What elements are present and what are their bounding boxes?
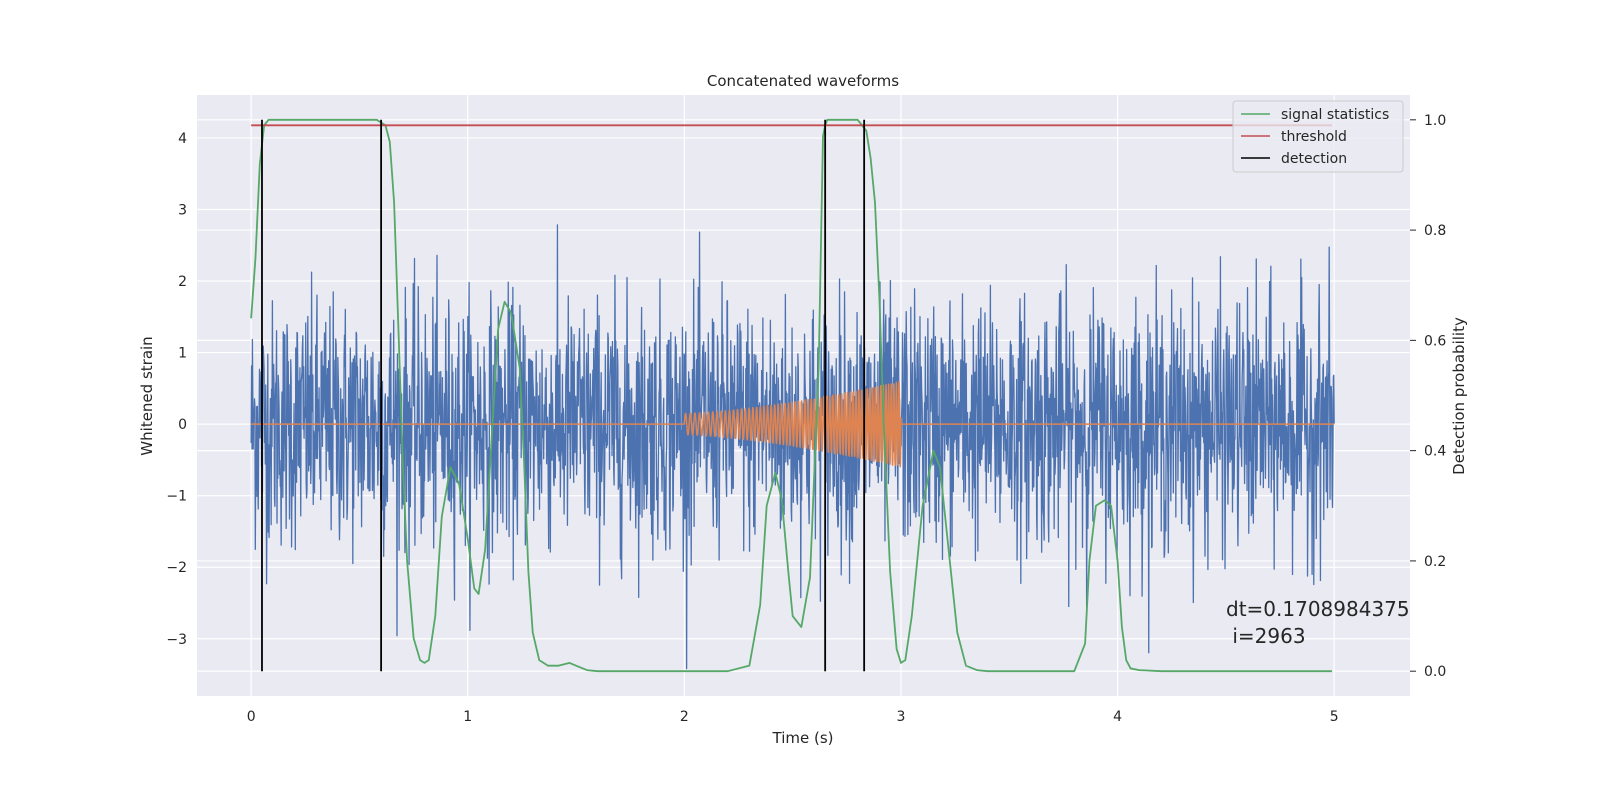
y-right-tick-label: 0.2 xyxy=(1424,554,1446,570)
y-right-axis-label: Detection probability xyxy=(1450,317,1468,475)
legend-label-detection: detection xyxy=(1281,151,1347,167)
y-right-tick-label: 0.4 xyxy=(1424,444,1446,460)
y-right-tick-label: 0.6 xyxy=(1424,333,1446,349)
annotation-dt: dt=0.1708984375 xyxy=(1226,597,1410,621)
x-tick-label: 3 xyxy=(897,709,906,725)
y-left-tick-label: 1 xyxy=(178,346,187,362)
y-left-tick-label: −2 xyxy=(166,560,187,576)
y-right-tick-label: 1.0 xyxy=(1424,113,1446,129)
x-tick-label: 2 xyxy=(680,709,689,725)
y-left-tick-label: −1 xyxy=(166,489,187,505)
x-tick-label: 4 xyxy=(1113,709,1122,725)
y-left-tick-label: 2 xyxy=(178,274,187,290)
x-tick-label: 0 xyxy=(247,709,256,725)
chart-title: Concatenated waveforms xyxy=(707,72,899,90)
series-signal-statistics xyxy=(250,118,1333,673)
series-layer xyxy=(250,118,1335,673)
series-injected-waveform xyxy=(251,381,1335,468)
x-axis-label: Time (s) xyxy=(772,729,834,747)
y-left-tick-label: 0 xyxy=(178,417,187,433)
y-left-tick-label: 4 xyxy=(178,131,187,147)
annotation-i: i=2963 xyxy=(1226,624,1306,648)
legend-box xyxy=(1232,100,1404,173)
y-left-tick-labels: 4 3 2 1 0 −1 −2 −3 xyxy=(166,131,187,648)
legend: signal statistics threshold detection xyxy=(1232,100,1404,173)
legend-label-threshold: threshold xyxy=(1281,129,1347,145)
x-tick-labels: 0 1 2 3 4 5 xyxy=(247,709,1339,725)
x-tick-label: 5 xyxy=(1330,709,1339,725)
y-left-axis-label: Whitened strain xyxy=(138,336,156,455)
y-right-tick-labels: 1.0 0.8 0.6 0.4 0.2 0.0 xyxy=(1410,113,1446,680)
y-left-tick-label: −3 xyxy=(166,632,187,648)
y-right-tick-label: 0.0 xyxy=(1424,664,1446,680)
y-left-tick-label: 3 xyxy=(178,202,187,218)
x-tick-label: 1 xyxy=(463,709,472,725)
y-right-tick-label: 0.8 xyxy=(1424,223,1446,239)
legend-label-signal-statistics: signal statistics xyxy=(1281,107,1389,123)
